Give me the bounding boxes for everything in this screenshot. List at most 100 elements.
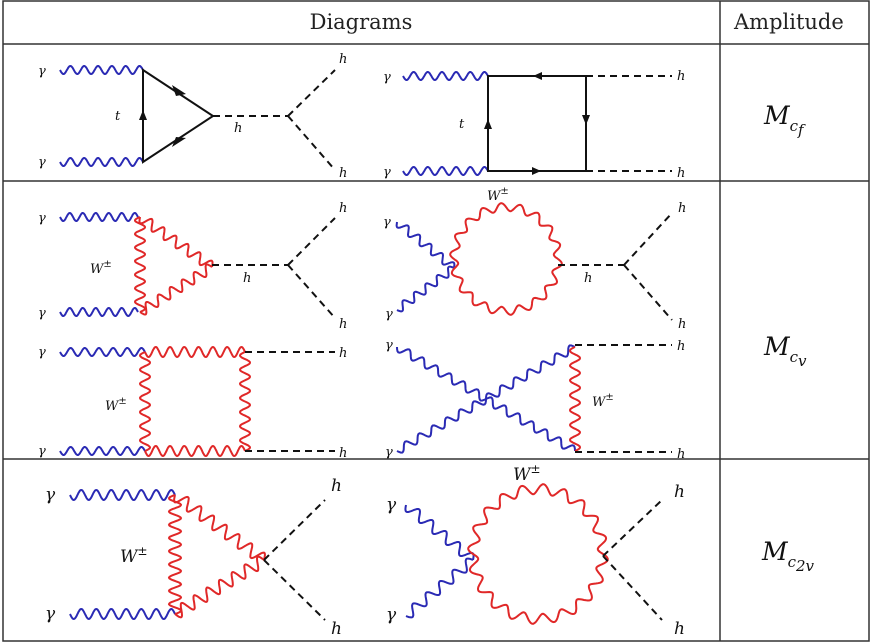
photon-line: [59, 156, 144, 168]
higgs-label: h: [339, 52, 347, 67]
higgs-label: h: [677, 166, 685, 181]
top-loop: [142, 68, 215, 164]
w-boson-label: W±: [487, 186, 509, 204]
w-boson-line: [138, 351, 152, 452]
photon-label: γ: [38, 211, 46, 226]
header-amplitude: Amplitude: [733, 10, 844, 34]
higgs-line: [245, 351, 335, 452]
photon-label: γ: [38, 345, 46, 360]
higgs-label: h: [678, 201, 686, 216]
higgs-label: h: [331, 619, 342, 639]
higgs-line: [602, 499, 663, 621]
w-boson-label: W±: [90, 259, 112, 277]
w-boson-line: [144, 444, 246, 458]
higgs-label: h: [339, 346, 347, 361]
higgs-label: h: [339, 446, 347, 461]
diagram-w-box-crossed: γ γ W± h h: [385, 338, 685, 462]
higgs-line: [212, 217, 336, 319]
higgs-line: [558, 212, 673, 321]
higgs-label: h: [339, 201, 347, 216]
photon-line: [69, 607, 176, 621]
arrow-head: [139, 110, 147, 120]
photon-line: [402, 165, 489, 177]
photon-label: γ: [383, 165, 391, 180]
photon-line: [396, 344, 576, 454]
w-boson-label: W±: [105, 396, 127, 414]
photon-label: γ: [386, 605, 397, 625]
photon-line: [59, 211, 139, 223]
photon-line: [59, 445, 146, 457]
top-label: t: [459, 117, 465, 132]
photon-label: γ: [38, 64, 46, 79]
photon-line: [59, 306, 139, 318]
amplitude-cv: Mcv: [763, 332, 807, 370]
photon-label: γ: [385, 307, 393, 322]
higgs-label: h: [331, 476, 342, 496]
higgs-line: [575, 344, 672, 453]
w-boson-line: [173, 494, 266, 561]
arrow-head: [172, 137, 186, 147]
photon-label: γ: [383, 70, 391, 85]
header-diagrams: Diagrams: [310, 10, 413, 34]
higgs-label: h: [339, 317, 347, 332]
photon-line: [396, 265, 455, 313]
diagram-fermion-triangle: γ γ t h h h: [38, 52, 347, 181]
diagram-w-bubble: γ γ W± h h h: [383, 186, 686, 332]
amplitude-c2v: Mc2v: [761, 537, 815, 575]
arrow-head: [532, 167, 541, 175]
w-boson-line: [138, 216, 214, 268]
photon-line: [402, 70, 489, 82]
photon-label: γ: [45, 485, 56, 505]
w-boson-line: [139, 263, 213, 316]
higgs-line: [586, 75, 672, 172]
higgs-label: h: [584, 271, 592, 286]
w-boson-line: [144, 345, 246, 359]
w-boson-line: [133, 216, 147, 313]
arrow-head: [172, 85, 186, 96]
higgs-line: [263, 499, 326, 621]
top-loop: [487, 75, 587, 172]
w-boson-label: W±: [513, 462, 541, 485]
higgs-label: h: [234, 121, 242, 136]
photon-line: [59, 346, 146, 358]
w-boson-label: W±: [592, 392, 614, 410]
higgs-label: h: [677, 447, 685, 462]
diagram-w-bubble-quartic: γ γ W± h h: [386, 462, 685, 639]
photon-label: γ: [45, 604, 56, 624]
w-boson-loop: [449, 202, 563, 316]
photon-line: [69, 488, 176, 502]
top-label: t: [115, 109, 121, 124]
arrow-head: [484, 119, 492, 129]
w-boson-line: [174, 555, 265, 619]
higgs-label: h: [339, 166, 347, 181]
photon-label: γ: [38, 306, 46, 321]
photon-label: γ: [385, 338, 393, 353]
diagram-w-triangle-quartic: γ γ W± h h: [45, 476, 342, 639]
diagram-fermion-box: γ γ t h h: [383, 69, 685, 181]
arrow-head: [582, 115, 590, 125]
photon-label: γ: [38, 444, 46, 459]
photon-label: γ: [383, 215, 391, 230]
diagram-w-triangle: γ γ W± h h h: [38, 201, 347, 332]
arrow-head: [533, 72, 542, 80]
photon-line: [395, 221, 456, 269]
w-boson-label: W±: [120, 544, 148, 567]
higgs-line: [213, 69, 336, 171]
higgs-label: h: [678, 317, 686, 332]
amplitude-cf: Mcf: [763, 101, 806, 139]
photon-label: γ: [386, 495, 397, 515]
higgs-label: h: [674, 482, 685, 502]
photon-line: [405, 557, 474, 619]
higgs-label: h: [677, 339, 685, 354]
higgs-label: h: [677, 69, 685, 84]
photon-label: γ: [38, 155, 46, 170]
higgs-label: h: [674, 619, 685, 639]
photon-label: γ: [385, 445, 393, 460]
higgs-label: h: [243, 271, 251, 286]
photon-line: [404, 504, 475, 561]
photon-line: [59, 64, 144, 76]
w-boson-line: [238, 351, 252, 452]
diagram-w-box: γ γ W± h h: [38, 345, 347, 461]
